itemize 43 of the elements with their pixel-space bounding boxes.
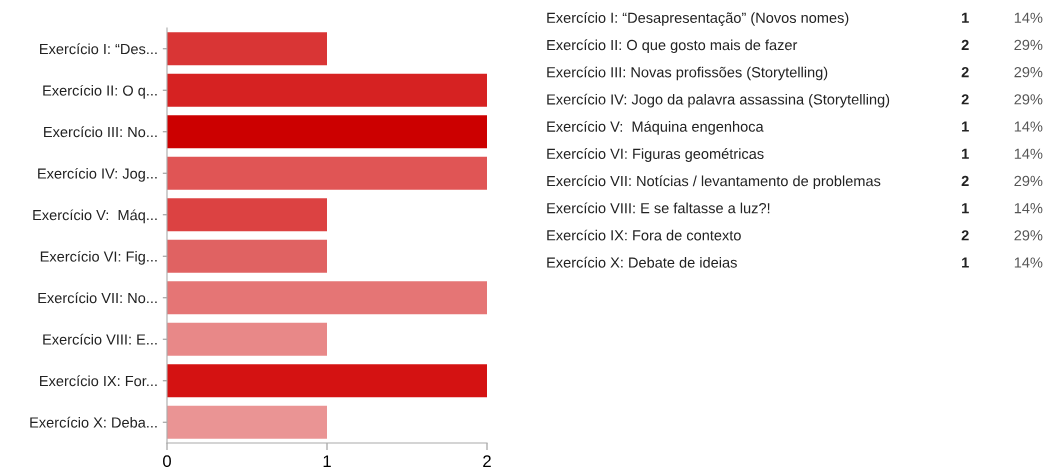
category-label: Exercício V: Máquina engenhoca <box>547 120 764 135</box>
category-label: Exercício VIII: E se faltasse a luz?! <box>547 202 770 214</box>
y-tick-label: Exercício VIII: E... <box>43 333 157 345</box>
category-label: Exercício IV: Jogo da palavra assassina (Storytelling) <box>547 93 890 108</box>
category-label: Exercício I: “Desapresentação” (Novos nomes) <box>547 12 849 26</box>
y-tick-label: Exercício I: “Des... <box>40 43 157 55</box>
text: 14% <box>1014 148 1043 159</box>
category-label: Exercício III: Novas profissões (Storytelling) <box>547 66 828 81</box>
text: 29% <box>1014 39 1043 51</box>
text: 14% <box>1014 121 1043 132</box>
category-label: Exercício II: O que gosto mais de fazer <box>547 39 798 54</box>
text: 14% <box>1014 203 1043 214</box>
x-tick-label: 2 <box>483 455 491 467</box>
y-tick-label: Exercício VI: Fig... <box>40 250 157 265</box>
data-label: 2 <box>961 66 969 78</box>
text: 14% <box>1014 12 1043 23</box>
data-label: 2 <box>961 94 969 105</box>
category-label: Exercício VII: Notícias / levantamento de problemas <box>547 175 881 190</box>
text: 29% <box>1014 94 1043 105</box>
text: 29% <box>1014 66 1043 78</box>
y-tick-label: Exercício IV: Jog... <box>38 167 157 182</box>
y-tick-label: Exercício II: O q... <box>43 84 157 99</box>
data-label: 1 <box>962 148 969 159</box>
y-tick-label: Exercício V: Máq... <box>33 209 157 224</box>
x-tick-label: 1 <box>323 455 331 467</box>
data-label: 1 <box>962 203 969 214</box>
data-label: 2 <box>961 175 969 186</box>
text: 29% <box>1014 230 1043 241</box>
data-label: 2 <box>961 230 969 241</box>
y-tick-label: Exercício VII: No... <box>38 292 157 304</box>
category-label: Exercício VI: Figuras geométricas <box>547 148 764 162</box>
category-label: Exercício IX: Fora de contexto <box>547 229 741 241</box>
y-tick-label: Exercício III: No... <box>44 126 157 138</box>
category-label: Exercício X: Debate de ideias <box>547 256 737 268</box>
data-label: 1 <box>962 121 969 132</box>
y-tick-label: Exercício IX: For... <box>40 375 157 387</box>
x-tick-label: 0 <box>163 455 171 467</box>
data-label: 1 <box>962 12 969 23</box>
data-label: 2 <box>961 39 969 50</box>
text: 14% <box>1014 257 1043 268</box>
data-label: 1 <box>962 257 969 268</box>
text: 29% <box>1014 175 1043 187</box>
y-tick-label: Exercício X: Deba... <box>30 416 157 428</box>
